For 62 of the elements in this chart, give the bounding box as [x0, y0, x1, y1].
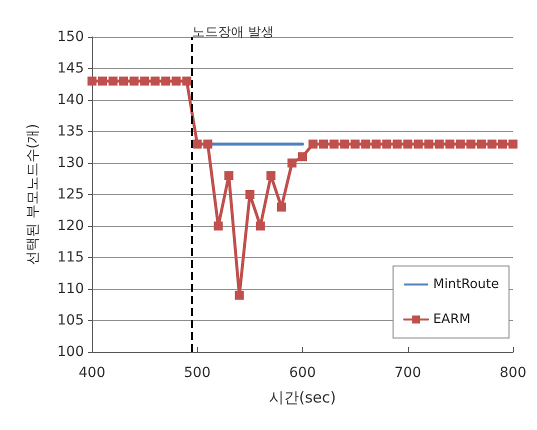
y-tick-label: 135	[57, 124, 84, 140]
point	[119, 76, 128, 86]
y-tick-label: 115	[57, 250, 84, 266]
point	[340, 140, 350, 149]
point	[308, 140, 318, 149]
x-tick-label: 800	[500, 365, 526, 381]
x-tick-label: 700	[394, 365, 422, 381]
point	[172, 76, 181, 86]
y-tick-label: 130	[57, 155, 84, 171]
point	[88, 76, 96, 86]
point	[140, 76, 150, 86]
point	[361, 140, 370, 149]
point	[150, 76, 160, 86]
point	[245, 190, 254, 199]
point	[287, 158, 296, 168]
point	[98, 76, 108, 86]
point	[256, 222, 265, 230]
point	[224, 171, 234, 180]
y-tick-label: 110	[57, 281, 84, 297]
point	[498, 140, 507, 149]
point	[108, 76, 118, 86]
legend-label: EARM	[433, 312, 470, 327]
x-axis-title: 시간(sec)	[269, 388, 336, 406]
point	[203, 140, 212, 149]
y-tick-label: 105	[57, 312, 84, 328]
point	[487, 140, 496, 149]
y-tick-label: 140	[57, 92, 84, 108]
point	[266, 171, 276, 180]
point	[161, 76, 170, 86]
point	[466, 140, 476, 149]
x-tick-label: 500	[184, 365, 211, 381]
point	[508, 140, 518, 149]
point	[403, 140, 412, 149]
point	[476, 140, 486, 149]
legend-label: MintRoute	[433, 277, 500, 292]
point	[214, 222, 223, 230]
y-tick-label: 125	[57, 186, 84, 202]
y-tick-label: 100	[57, 344, 84, 360]
point	[330, 140, 339, 149]
x-tick-label: 600	[289, 365, 316, 381]
x-tick-label: 400	[78, 365, 106, 381]
y-axis-title: 선택된 부모노드수(개)	[25, 124, 41, 266]
point	[445, 140, 454, 149]
y-tick-label: 145	[57, 60, 84, 76]
point	[434, 140, 444, 149]
point	[276, 202, 286, 212]
point	[350, 140, 360, 149]
point	[424, 140, 434, 149]
point	[372, 140, 381, 149]
y-tick-label: 150	[57, 29, 84, 45]
point	[392, 140, 402, 149]
ref-line-label: 노드장애 발생	[192, 25, 274, 40]
point	[192, 140, 202, 149]
point	[298, 152, 307, 162]
point	[382, 140, 392, 149]
y-tick-label: 120	[57, 218, 84, 234]
point	[182, 76, 192, 86]
point	[414, 140, 423, 149]
point	[130, 76, 139, 86]
point	[456, 140, 465, 149]
point	[319, 140, 328, 149]
point	[234, 290, 244, 300]
